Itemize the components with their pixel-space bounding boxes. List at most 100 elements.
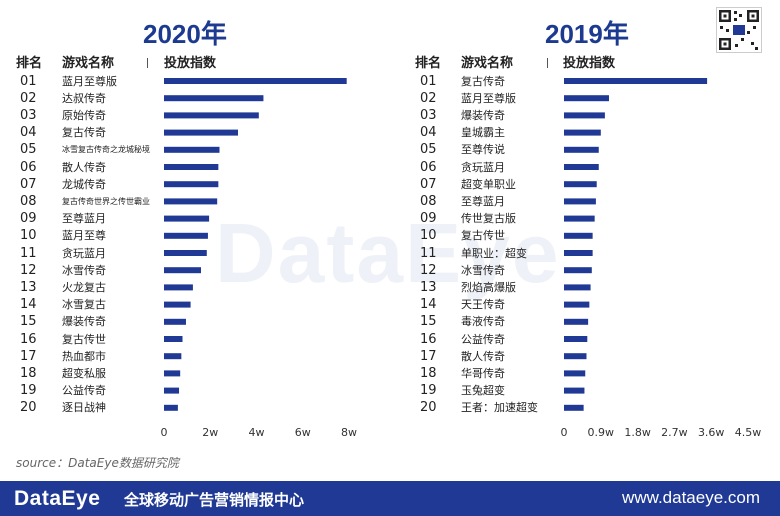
x-tick-2020-2: 4w xyxy=(249,426,265,439)
rank-label-2019-3: 03 xyxy=(420,107,437,123)
x-tick-2020-4: 8w xyxy=(341,426,357,439)
bar-2019-4 xyxy=(564,129,601,136)
bar-2019-15 xyxy=(564,318,589,325)
bar-2019-2 xyxy=(564,95,609,102)
bar-2020-4 xyxy=(164,129,238,136)
bar-2020-10 xyxy=(164,232,208,239)
rank-label-2019-1: 01 xyxy=(420,73,437,89)
bar-2020-19 xyxy=(164,387,180,394)
rank-label-2019-20: 20 xyxy=(420,400,437,416)
rank-label-2020-6: 06 xyxy=(20,159,37,175)
x-tick-2020-1: 2w xyxy=(202,426,218,439)
rank-label-2019-15: 15 xyxy=(420,314,437,330)
game-label-2019-6: 贪玩蓝月 xyxy=(461,160,505,174)
bar-2020-8 xyxy=(164,198,218,205)
footer-bar: DataEye 全球移动广告营销情报中心 www.dataeye.com xyxy=(0,481,780,516)
x-tick-2019-5: 4.5w xyxy=(735,426,762,439)
header-divider-2020 xyxy=(147,58,148,68)
bar-2020-3 xyxy=(164,112,259,119)
rank-label-2019-4: 04 xyxy=(420,125,437,141)
game-label-2019-1: 复古传奇 xyxy=(461,74,505,88)
bar-2019-17 xyxy=(564,353,587,360)
value-header-2020: 投放指数 xyxy=(164,56,217,71)
rank-label-2019-2: 02 xyxy=(420,90,437,106)
rank-label-2019-13: 13 xyxy=(420,279,437,295)
name-header-2020: 游戏名称 xyxy=(62,56,115,71)
header-divider-2019 xyxy=(547,58,548,68)
game-label-2019-13: 烈焰高爆版 xyxy=(461,280,516,294)
value-header-2019: 投放指数 xyxy=(563,56,616,71)
game-label-2019-12: 冰雪传奇 xyxy=(461,263,505,277)
bar-2019-3 xyxy=(564,112,605,119)
game-label-2019-20: 王者：加速超变 xyxy=(461,401,538,415)
game-label-2020-4: 复古传奇 xyxy=(62,126,106,140)
rank-header-2020: 排名 xyxy=(16,56,43,71)
rank-label-2020-18: 18 xyxy=(20,365,37,381)
rank-label-2019-6: 06 xyxy=(420,159,437,175)
game-label-2020-12: 冰雪传奇 xyxy=(62,263,106,277)
rank-label-2020-4: 04 xyxy=(20,125,37,141)
bar-2019-10 xyxy=(564,232,593,239)
game-label-2020-3: 原始传奇 xyxy=(62,108,106,122)
game-label-2020-17: 热血都市 xyxy=(62,349,106,363)
rank-label-2020-7: 07 xyxy=(20,176,37,192)
rank-label-2020-15: 15 xyxy=(20,314,37,330)
bar-2020-9 xyxy=(164,215,210,222)
chart-title-2019: 2019年 xyxy=(545,19,629,49)
rank-label-2019-16: 16 xyxy=(420,331,437,347)
x-tick-2020-0: 0 xyxy=(161,426,168,439)
footer-tagline: 全球移动广告营销情报中心 xyxy=(124,491,305,509)
game-label-2019-8: 至尊蓝月 xyxy=(461,194,505,208)
bar-chart-canvas: 0 2w 4w 6w 8w 0 0.9w 1.8w 2.7w 3.6w 4.5w xyxy=(161,78,762,439)
rank-label-2019-9: 09 xyxy=(420,211,437,227)
game-label-2020-2: 达叔传奇 xyxy=(62,91,106,105)
x-tick-2019-2: 1.8w xyxy=(624,426,651,439)
rank-label-2019-7: 07 xyxy=(420,176,437,192)
footer-logo: DataEye xyxy=(14,487,101,510)
game-label-2020-13: 火龙复古 xyxy=(62,280,106,294)
bar-2019-12 xyxy=(564,267,592,274)
bar-2019-6 xyxy=(564,164,599,170)
game-label-2019-17: 散人传奇 xyxy=(461,349,505,363)
bar-2019-13 xyxy=(564,284,591,291)
game-label-2019-14: 天王传奇 xyxy=(461,298,505,312)
game-label-2019-10: 复古传世 xyxy=(461,229,505,243)
rank-label-2019-19: 19 xyxy=(420,383,437,399)
bar-2019-5 xyxy=(564,146,599,153)
footer-website-link[interactable]: www.dataeye.com xyxy=(622,488,760,507)
watermark: DataEye xyxy=(215,206,561,300)
rank-label-2020-2: 02 xyxy=(20,90,37,106)
game-label-2019-16: 公益传奇 xyxy=(461,332,505,346)
x-tick-2019-4: 3.6w xyxy=(698,426,725,439)
game-label-2020-20: 逐日战神 xyxy=(62,401,106,415)
game-label-2020-9: 至尊蓝月 xyxy=(62,212,106,226)
bar-2019-18 xyxy=(564,370,586,377)
rank-label-2019-17: 17 xyxy=(420,348,437,364)
rank-label-2020-14: 14 xyxy=(20,297,37,313)
game-label-2020-18: 超变私服 xyxy=(62,366,106,380)
game-label-2020-11: 贪玩蓝月 xyxy=(62,246,106,260)
bar-2020-7 xyxy=(164,181,219,188)
x-tick-2019-3: 2.7w xyxy=(661,426,688,439)
x-tick-2020-3: 6w xyxy=(295,426,311,439)
bar-2020-12 xyxy=(164,267,201,274)
rank-label-2020-1: 01 xyxy=(20,73,37,89)
rank-label-2020-3: 03 xyxy=(20,107,37,123)
game-label-2019-9: 传世复古版 xyxy=(461,212,516,226)
game-label-2020-19: 公益传奇 xyxy=(62,384,106,398)
rank-label-2020-10: 10 xyxy=(20,228,37,244)
x-tick-2019-1: 0.9w xyxy=(588,426,615,439)
rank-label-2020-12: 12 xyxy=(20,262,37,278)
bar-2020-2 xyxy=(164,95,264,102)
rank-label-2020-9: 09 xyxy=(20,211,37,227)
bar-2020-18 xyxy=(164,370,181,377)
rank-label-2019-10: 10 xyxy=(420,228,437,244)
chart-title-2020: 2020年 xyxy=(143,19,227,49)
game-label-2020-6: 散人传奇 xyxy=(62,160,106,174)
game-label-2020-7: 龙城传奇 xyxy=(62,177,106,191)
bar-2019-8 xyxy=(564,198,596,205)
x-tick-2019-0: 0 xyxy=(561,426,568,439)
game-label-2020-15: 爆装传奇 xyxy=(62,315,106,329)
rank-label-2020-20: 20 xyxy=(20,400,37,416)
rank-label-2020-17: 17 xyxy=(20,348,37,364)
